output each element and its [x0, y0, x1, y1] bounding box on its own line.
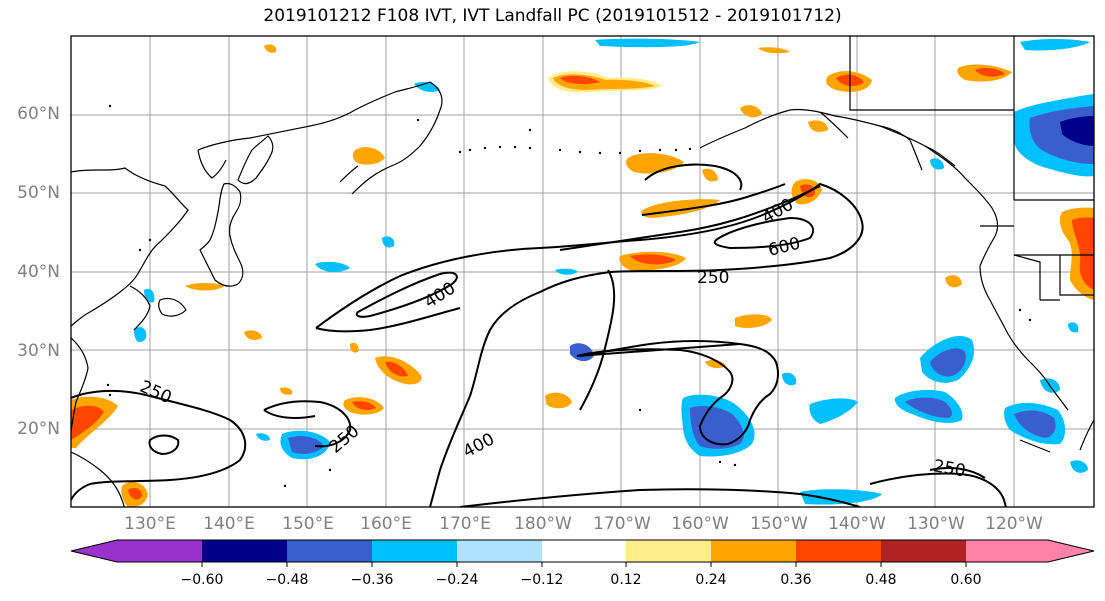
lat-label-20n: 20°N [17, 419, 60, 439]
lat-label-60n: 60°N [17, 104, 60, 124]
lon-label-130e: 130°E [124, 514, 176, 534]
colorbar-tick-5: −0.12 [520, 572, 564, 588]
colorbar-tick-6: 0.12 [610, 572, 642, 588]
lon-label-160w: 160°W [671, 514, 729, 534]
contour-label-250-b: 250 [137, 377, 175, 408]
contour-label-400-c: 400 [460, 429, 498, 462]
colorbar-extend-max [1048, 540, 1094, 562]
colorbar [70, 539, 1095, 567]
lon-label-150w: 150°W [750, 514, 808, 534]
map-frame [70, 35, 1095, 508]
small-islands [106, 104, 1032, 488]
lon-label-140w: 140°W [828, 514, 886, 534]
lat-label-50n: 50°N [17, 183, 60, 203]
lon-label-120w: 120°W [985, 514, 1043, 534]
lon-label-140e: 140°E [203, 514, 255, 534]
colorbar-tick-9: 0.48 [865, 572, 897, 588]
graticule [71, 36, 1094, 507]
lon-label-170w: 170°W [593, 514, 651, 534]
lon-label-160e: 160°E [360, 514, 412, 534]
colorbar-tick-3: −0.36 [350, 572, 394, 588]
map-area [71, 36, 1094, 507]
colorbar-extend-min [71, 540, 117, 562]
ivt-contours [71, 163, 1007, 507]
colorbar-tick-8: 0.36 [780, 572, 812, 588]
contour-label-250-a: 250 [697, 268, 729, 288]
coastlines [71, 36, 1094, 507]
lon-label-170e: 170°E [439, 514, 491, 534]
lat-label-40n: 40°N [17, 262, 60, 282]
contour-label-600: 600 [766, 234, 802, 261]
contour-label-250-d: 250 [932, 456, 967, 481]
contour-label-250-c: 250 [326, 421, 364, 457]
lat-label-30n: 30°N [17, 341, 60, 361]
colorbar-tick-7: 0.24 [695, 572, 727, 588]
positive-pc-patches [71, 44, 1094, 507]
colorbar-tick-4: −0.24 [435, 572, 479, 588]
map-title: 2019101212 F108 IVT, IVT Landfall PC (20… [263, 6, 842, 26]
colorbar-tick-1: −0.60 [180, 572, 224, 588]
colorbar-tick-10: 0.60 [950, 572, 982, 588]
lon-label-130w: 130°W [907, 514, 965, 534]
colorbar-tick-2: −0.48 [265, 572, 309, 588]
lon-label-180w: 180°W [514, 514, 572, 534]
lon-label-150e: 150°E [282, 514, 334, 534]
